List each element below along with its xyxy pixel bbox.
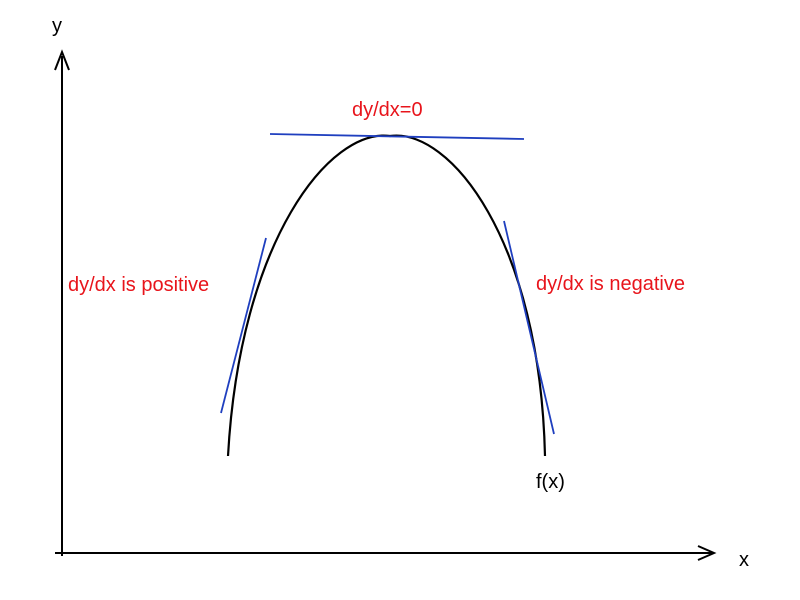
tangent-line-right	[503, 220, 555, 435]
tangent-line-left	[220, 237, 267, 414]
y-axis-label: y	[52, 15, 62, 37]
y-axis	[54, 49, 70, 556]
positive-slope-label: dy/dx is positive	[68, 274, 209, 296]
x-axis-label: x	[739, 549, 749, 571]
zero-slope-label: dy/dx=0	[352, 99, 423, 121]
x-axis	[55, 545, 717, 561]
negative-slope-label: dy/dx is negative	[536, 273, 685, 295]
function-curve	[226, 134, 547, 457]
curve-label: f(x)	[536, 471, 565, 493]
tangent-line-top	[269, 133, 525, 140]
